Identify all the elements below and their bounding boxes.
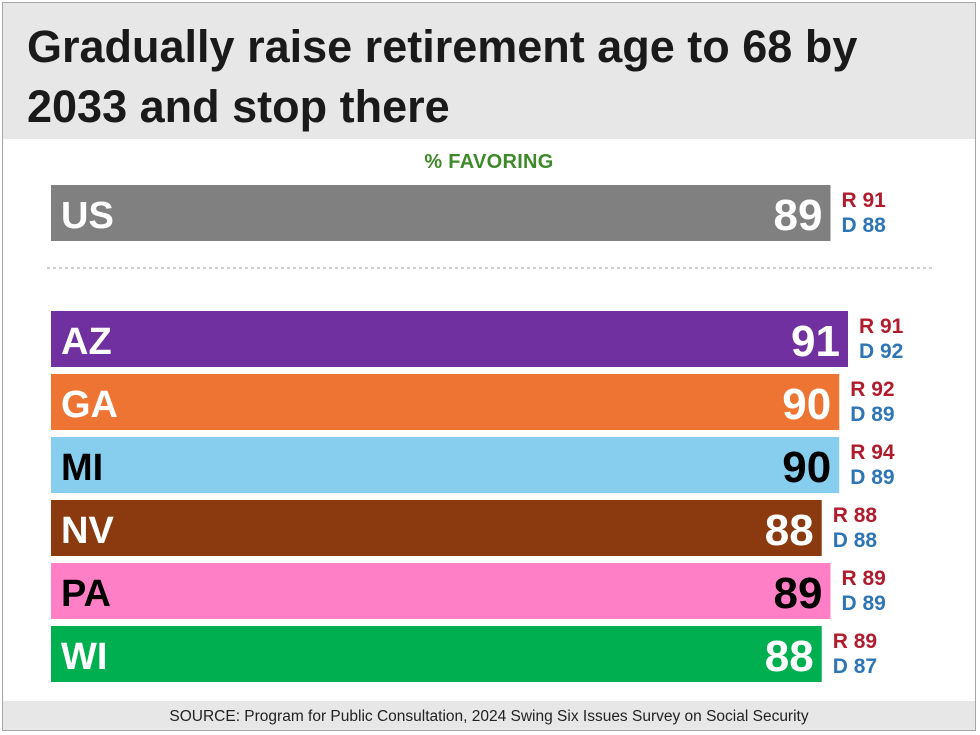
value-label-nv: 88 <box>765 506 814 555</box>
republican-label-nv: R 88 <box>833 504 878 527</box>
democrat-label-pa: D 89 <box>841 592 885 615</box>
democrat-label-nv: D 88 <box>833 529 878 552</box>
bar-label-wi: WI <box>61 636 107 678</box>
bar-label-us: US <box>61 195 114 237</box>
bar-az <box>51 311 848 367</box>
bar-pa <box>51 563 831 619</box>
chart-subtitle: % FAVORING <box>424 151 554 173</box>
republican-label-mi: R 94 <box>850 441 895 464</box>
democrat-label-az: D 92 <box>859 340 903 363</box>
chart-title: Gradually raise retirement age to 68 by … <box>27 21 858 132</box>
republican-label-wi: R 89 <box>833 630 877 653</box>
value-label-az: 91 <box>791 317 840 366</box>
bar-label-nv: NV <box>61 510 114 552</box>
democrat-label-mi: D 89 <box>850 466 894 489</box>
bar-mi <box>51 437 840 493</box>
bar-nv <box>51 500 822 556</box>
republican-label-pa: R 89 <box>841 567 885 590</box>
bar-wi <box>51 626 822 682</box>
bar-label-az: AZ <box>61 321 112 363</box>
title-banner: Gradually raise retirement age to 68 by … <box>3 3 975 139</box>
republican-label-us: R 91 <box>841 189 886 212</box>
bar-us <box>51 185 831 241</box>
value-label-wi: 88 <box>765 632 814 681</box>
republican-label-az: R 91 <box>859 315 904 338</box>
democrat-label-ga: D 89 <box>850 403 894 426</box>
democrat-label-wi: D 87 <box>833 655 877 678</box>
democrat-label-us: D 88 <box>841 214 886 237</box>
value-label-ga: 90 <box>782 380 831 429</box>
value-label-pa: 89 <box>774 569 823 618</box>
bar-label-ga: GA <box>61 384 118 426</box>
bar-ga <box>51 374 840 430</box>
republican-label-ga: R 92 <box>850 378 894 401</box>
source-note: SOURCE: Program for Public Consultation,… <box>3 701 975 730</box>
value-label-us: 89 <box>774 191 823 240</box>
bar-label-mi: MI <box>61 447 103 489</box>
bar-label-pa: PA <box>61 573 111 615</box>
value-label-mi: 90 <box>782 443 831 492</box>
